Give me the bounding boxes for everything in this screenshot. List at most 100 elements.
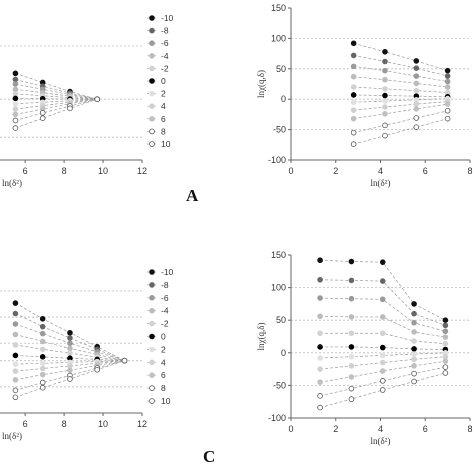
data-point: [39, 110, 46, 116]
data-point: [442, 340, 449, 347]
chart-bottom-left: 6 8 10 12 ln(δ²) -10 -8 -6 -4 -2 0 2 4 6 8 10: [0, 267, 174, 441]
legend-label: -8: [161, 280, 169, 290]
data-point: [317, 257, 323, 264]
legend-marker: [149, 269, 155, 275]
x-axis-label: ln(δ²): [2, 178, 22, 188]
x-tick-label: 6: [423, 424, 428, 434]
data-point: [348, 344, 355, 350]
x-axis-label: ln(δ²): [371, 436, 391, 446]
x-axis-label: ln(δ²): [371, 178, 391, 188]
data-point: [442, 364, 449, 370]
series-line-2: [15, 360, 125, 365]
x-tick-label: 2: [333, 424, 338, 434]
data-point: [39, 360, 46, 367]
legend-label: -4: [161, 306, 169, 316]
series-line-4: [353, 101, 448, 111]
data-point: [379, 278, 386, 284]
y-tick-label: 0: [281, 348, 286, 358]
legend-label: 2: [161, 89, 166, 99]
data-point: [411, 338, 417, 344]
data-point: [442, 322, 449, 329]
data-point: [94, 366, 101, 373]
x-tick-label: 10: [98, 419, 108, 429]
series-line-0: [15, 98, 98, 100]
data-point: [67, 367, 73, 374]
data-point: [317, 344, 323, 350]
y-tick-label: 100: [271, 283, 286, 293]
data-point: [348, 385, 355, 392]
data-point: [350, 63, 357, 70]
series-line-2: [353, 98, 448, 103]
series-line-2: [15, 98, 98, 105]
data-point: [348, 258, 355, 265]
data-point: [12, 106, 19, 112]
legend-marker: [149, 116, 155, 122]
data-point: [382, 98, 388, 104]
data-point: [444, 101, 451, 107]
data-point: [67, 345, 73, 352]
chart-top-left: 6 8 10 12 ln(δ²) -10 -8 -6 -4 -2 0 2 4 6 8 10: [0, 13, 174, 188]
data-point: [379, 259, 386, 265]
data-point: [444, 67, 451, 74]
data-point: [39, 323, 46, 330]
data-point: [442, 328, 449, 335]
data-point: [317, 276, 323, 283]
data-point: [382, 58, 388, 65]
legend-marker: [149, 294, 155, 301]
data-point: [12, 125, 19, 131]
series-line-4: [15, 360, 125, 372]
data-point: [382, 86, 388, 92]
data-point: [12, 361, 19, 367]
legend-label: -10: [161, 13, 174, 23]
series-line--8: [353, 55, 448, 77]
data-point: [382, 122, 388, 129]
series-line-10: [15, 98, 98, 129]
data-point: [413, 124, 420, 130]
data-point: [67, 329, 73, 336]
data-point: [442, 358, 449, 365]
data-point: [444, 73, 451, 79]
legend-label: -6: [161, 293, 169, 303]
data-point: [39, 354, 46, 360]
legend-marker: [149, 398, 155, 404]
legend-label: 0: [161, 332, 166, 342]
data-point: [348, 277, 355, 284]
data-point: [413, 65, 420, 71]
y-axis-label: lnχ(q,δ): [256, 323, 266, 351]
data-point: [442, 317, 449, 324]
data-point: [317, 330, 323, 337]
data-point: [350, 99, 357, 106]
x-tick-label: 12: [137, 166, 147, 176]
x-tick-label: 8: [62, 166, 67, 176]
data-point: [382, 48, 388, 55]
x-tick-label: 6: [423, 166, 428, 176]
x-tick-label: 0: [288, 166, 293, 176]
data-point: [413, 115, 420, 121]
series-line-8: [15, 98, 98, 121]
data-point: [379, 359, 386, 366]
data-point: [39, 371, 46, 378]
data-point: [350, 92, 357, 98]
data-point: [317, 379, 323, 385]
y-axis-label: lnχ(q,δ): [256, 70, 266, 98]
legend-marker: [149, 141, 155, 147]
legend-label: 10: [161, 396, 171, 406]
x-tick-label: 12: [137, 419, 147, 429]
y-tick-label: 150: [271, 250, 286, 260]
data-point: [379, 314, 386, 320]
legend-marker: [149, 27, 155, 34]
x-tick-label: 8: [467, 424, 472, 434]
data-point: [317, 393, 323, 399]
data-point: [67, 340, 73, 347]
x-tick-label: 8: [467, 166, 472, 176]
x-tick-label: 6: [23, 166, 28, 176]
legend-label: -8: [161, 26, 169, 36]
legend-label: -2: [161, 319, 169, 329]
panel-label-c: C: [203, 447, 215, 466]
data-point: [413, 106, 420, 112]
data-point: [39, 115, 46, 121]
series-line--2: [353, 86, 448, 93]
data-point: [350, 107, 357, 113]
data-point: [12, 368, 19, 374]
series-line-6: [15, 98, 98, 115]
